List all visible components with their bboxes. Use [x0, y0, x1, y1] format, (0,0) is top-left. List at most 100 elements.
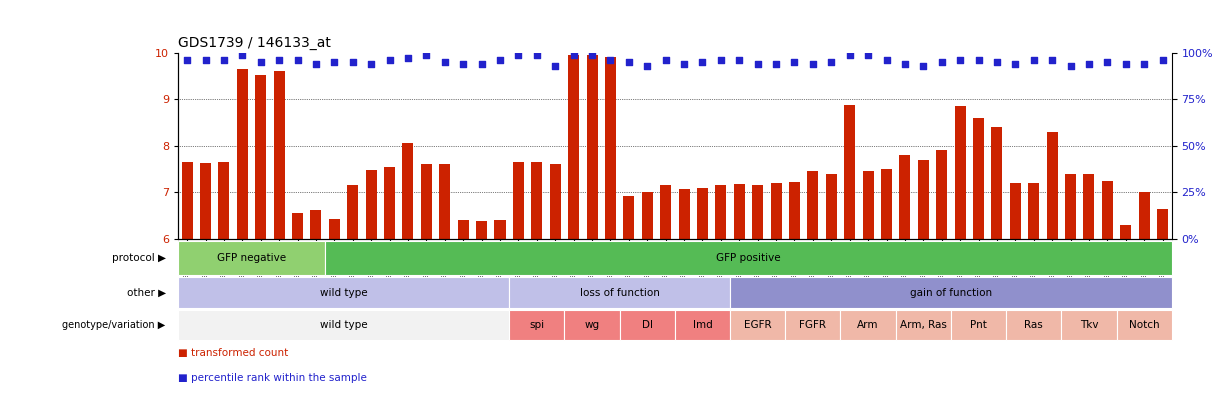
Point: [821, 59, 840, 65]
Point: [1152, 57, 1172, 63]
Point: [471, 61, 491, 67]
Text: GDS1739 / 146133_at: GDS1739 / 146133_at: [178, 36, 331, 50]
Bar: [1120, 225, 1131, 239]
Bar: [1061, 310, 1117, 340]
Bar: [620, 310, 675, 340]
Bar: [771, 183, 782, 239]
Text: EGFR: EGFR: [744, 320, 772, 330]
Point: [747, 61, 768, 67]
Point: [913, 62, 933, 69]
Point: [876, 57, 896, 63]
Text: wild type: wild type: [320, 288, 367, 298]
Bar: [218, 162, 229, 239]
Bar: [807, 171, 818, 239]
Bar: [826, 174, 837, 239]
Bar: [587, 55, 598, 239]
Bar: [439, 164, 450, 239]
Bar: [1117, 310, 1172, 340]
Text: gain of function: gain of function: [910, 288, 991, 298]
Bar: [730, 310, 785, 340]
Bar: [730, 277, 1172, 308]
Bar: [679, 189, 690, 239]
Bar: [1047, 132, 1058, 239]
Bar: [715, 185, 726, 239]
Point: [729, 57, 748, 63]
Point: [454, 61, 474, 67]
Bar: [844, 105, 855, 239]
Bar: [494, 220, 506, 239]
Point: [692, 59, 712, 65]
Bar: [366, 170, 377, 239]
Point: [710, 57, 730, 63]
Bar: [255, 75, 266, 239]
Point: [526, 51, 546, 58]
Point: [380, 57, 400, 63]
Point: [987, 59, 1006, 65]
Text: wild type: wild type: [320, 320, 367, 330]
Point: [1134, 61, 1153, 67]
Point: [508, 51, 528, 58]
Point: [1115, 61, 1135, 67]
Point: [968, 57, 988, 63]
Point: [324, 59, 344, 65]
Point: [1023, 57, 1043, 63]
Point: [287, 57, 307, 63]
Bar: [660, 185, 671, 239]
Text: Tkv: Tkv: [1080, 320, 1098, 330]
Point: [434, 59, 454, 65]
Bar: [1102, 181, 1113, 239]
Bar: [899, 155, 910, 239]
Text: FGFR: FGFR: [799, 320, 827, 330]
Bar: [509, 277, 730, 308]
Bar: [605, 57, 616, 239]
Bar: [881, 169, 892, 239]
Bar: [785, 310, 840, 340]
Text: GFP negative: GFP negative: [217, 253, 286, 263]
Bar: [476, 221, 487, 239]
Point: [618, 59, 638, 65]
Bar: [991, 127, 1002, 239]
Text: wg: wg: [584, 320, 600, 330]
Point: [1097, 59, 1117, 65]
Bar: [1139, 192, 1150, 239]
Bar: [550, 164, 561, 239]
Text: Arm, Ras: Arm, Ras: [899, 320, 947, 330]
Point: [342, 59, 362, 65]
Point: [638, 62, 658, 69]
Bar: [675, 310, 730, 340]
Bar: [200, 164, 211, 239]
Text: Pnt: Pnt: [971, 320, 987, 330]
Bar: [1157, 209, 1168, 239]
Point: [582, 51, 601, 58]
Point: [674, 61, 693, 67]
Point: [1060, 62, 1080, 69]
Text: genotype/variation ▶: genotype/variation ▶: [63, 320, 166, 330]
Bar: [1065, 174, 1076, 239]
Text: spi: spi: [529, 320, 545, 330]
Point: [250, 59, 270, 65]
Bar: [734, 184, 745, 239]
Text: ■ percentile rank within the sample: ■ percentile rank within the sample: [178, 373, 367, 383]
Bar: [178, 241, 325, 275]
Point: [858, 51, 877, 58]
Point: [894, 61, 914, 67]
Point: [545, 62, 564, 69]
Bar: [531, 162, 542, 239]
Point: [416, 51, 436, 58]
Bar: [1028, 183, 1039, 239]
Bar: [1010, 183, 1021, 239]
Bar: [237, 69, 248, 239]
Text: Notch: Notch: [1129, 320, 1160, 330]
Bar: [329, 220, 340, 239]
Bar: [310, 210, 321, 239]
Bar: [697, 188, 708, 239]
Bar: [896, 310, 951, 340]
Point: [655, 57, 675, 63]
Point: [269, 57, 290, 63]
Bar: [973, 118, 984, 239]
Point: [563, 51, 583, 58]
Point: [784, 59, 804, 65]
Point: [766, 61, 785, 67]
Bar: [863, 171, 874, 239]
Bar: [509, 310, 564, 340]
